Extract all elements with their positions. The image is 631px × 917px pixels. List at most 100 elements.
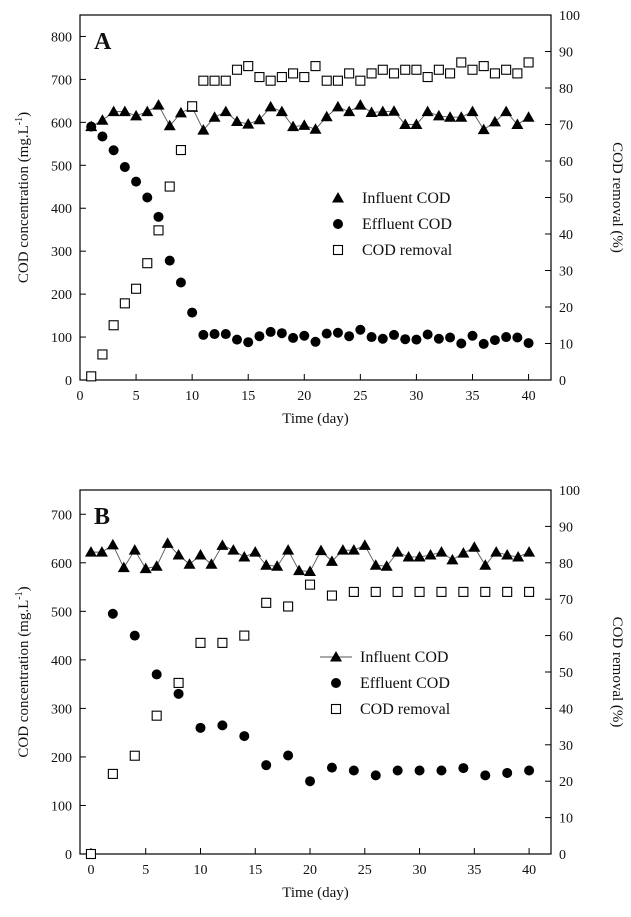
effluent-point — [389, 329, 399, 340]
influent-point — [205, 558, 218, 569]
influent-point — [194, 549, 207, 560]
influent-point — [264, 100, 277, 112]
influent-point — [174, 106, 187, 118]
influent-point — [410, 118, 423, 129]
removal-point — [265, 75, 276, 86]
y2-tick-label: 0 — [559, 374, 566, 389]
removal-point — [456, 57, 467, 68]
removal-point — [400, 64, 411, 75]
influent-point — [488, 115, 501, 127]
influent-point — [183, 558, 196, 569]
y2-axis-label: COD removal (%) — [609, 142, 625, 253]
plot-frame — [79, 489, 552, 855]
removal-point — [489, 68, 500, 79]
y2-tick-label: 70 — [559, 593, 573, 608]
influent-point — [95, 546, 108, 557]
influent-point — [117, 561, 130, 573]
removal-point — [187, 101, 198, 112]
panel-a: A Time (day) COD concentration (mg.L-1) … — [14, 9, 625, 427]
effluent-point — [478, 338, 489, 349]
influent-point — [413, 550, 426, 562]
influent-point — [271, 560, 284, 571]
influent-point — [432, 109, 445, 121]
influent-point — [197, 124, 210, 135]
removal-point — [377, 64, 388, 75]
removal-point — [414, 586, 425, 597]
removal-point — [411, 64, 422, 75]
removal-point — [97, 349, 108, 360]
influent-point — [238, 550, 251, 562]
effluent-point — [151, 669, 162, 680]
y2-axis-label: COD removal (%) — [609, 617, 625, 728]
y2-tick-label: 60 — [559, 630, 573, 645]
y2-tick-label: 50 — [559, 192, 573, 207]
removal-point — [107, 768, 118, 779]
influent-point — [369, 559, 382, 570]
y-tick-label: 400 — [51, 654, 72, 669]
y2-tick-label: 80 — [559, 82, 573, 97]
x-tick-label: 5 — [133, 389, 140, 404]
influent-point — [231, 115, 243, 126]
removal-point — [348, 586, 359, 597]
y2-tick-label: 90 — [559, 46, 573, 61]
effluent-point — [392, 765, 403, 776]
influent-point — [172, 549, 185, 560]
y2-tick-label: 40 — [559, 702, 573, 717]
influent-point — [347, 544, 360, 555]
y-tick-label: 400 — [51, 202, 72, 217]
influent-point — [107, 105, 120, 117]
effluent-point — [355, 324, 366, 335]
x-tick-label: 15 — [248, 863, 262, 878]
effluent-point — [445, 332, 456, 343]
influent-point — [84, 546, 97, 557]
y-tick-label: 300 — [51, 245, 72, 260]
effluent-point — [332, 327, 343, 338]
influent-point — [477, 123, 490, 135]
legend-label: Influent COD — [360, 649, 448, 666]
effluent-point — [254, 331, 265, 342]
effluent-point — [195, 722, 206, 733]
panel-b: B Time (day) COD concentration (mg.L-1) … — [14, 484, 625, 901]
legend-marker — [330, 651, 342, 662]
effluent-point — [198, 329, 209, 340]
removal-point — [478, 61, 489, 72]
effluent-point — [377, 333, 388, 344]
effluent-point — [456, 338, 467, 349]
removal-point — [119, 298, 130, 309]
removal-point — [524, 586, 535, 597]
influent-point — [152, 99, 165, 110]
influent-point — [161, 537, 174, 548]
y2-tick-label: 0 — [559, 848, 566, 863]
removal-point — [332, 75, 343, 86]
x-tick-label: 20 — [303, 863, 317, 878]
removal-point — [195, 637, 206, 648]
x-tick-label: 35 — [466, 389, 480, 404]
removal-point — [344, 68, 355, 79]
x-tick-label: 40 — [522, 389, 536, 404]
influent-point — [466, 105, 479, 117]
removal-point — [467, 64, 478, 75]
y-tick-label: 600 — [51, 116, 72, 131]
removal-point — [304, 579, 316, 590]
y2-tick-label: 10 — [559, 812, 573, 827]
effluent-point — [523, 338, 534, 349]
y2-tick-label: 100 — [559, 484, 580, 499]
legend-label: COD removal — [362, 242, 453, 259]
influent-point — [298, 119, 311, 130]
removal-point — [501, 64, 512, 75]
effluent-point — [119, 162, 130, 173]
y2-tick-label: 60 — [559, 155, 573, 170]
removal-point — [198, 75, 209, 86]
effluent-point — [480, 770, 491, 781]
influent-point — [421, 105, 434, 117]
effluent-point — [108, 145, 119, 156]
removal-point — [209, 75, 220, 86]
effluent-point — [433, 333, 444, 344]
removal-point — [458, 586, 469, 597]
influent-point — [402, 550, 415, 562]
influent-point — [354, 99, 367, 110]
removal-point — [129, 750, 140, 761]
y-tick-label: 500 — [51, 605, 72, 620]
y-tick-label: 100 — [51, 799, 72, 814]
